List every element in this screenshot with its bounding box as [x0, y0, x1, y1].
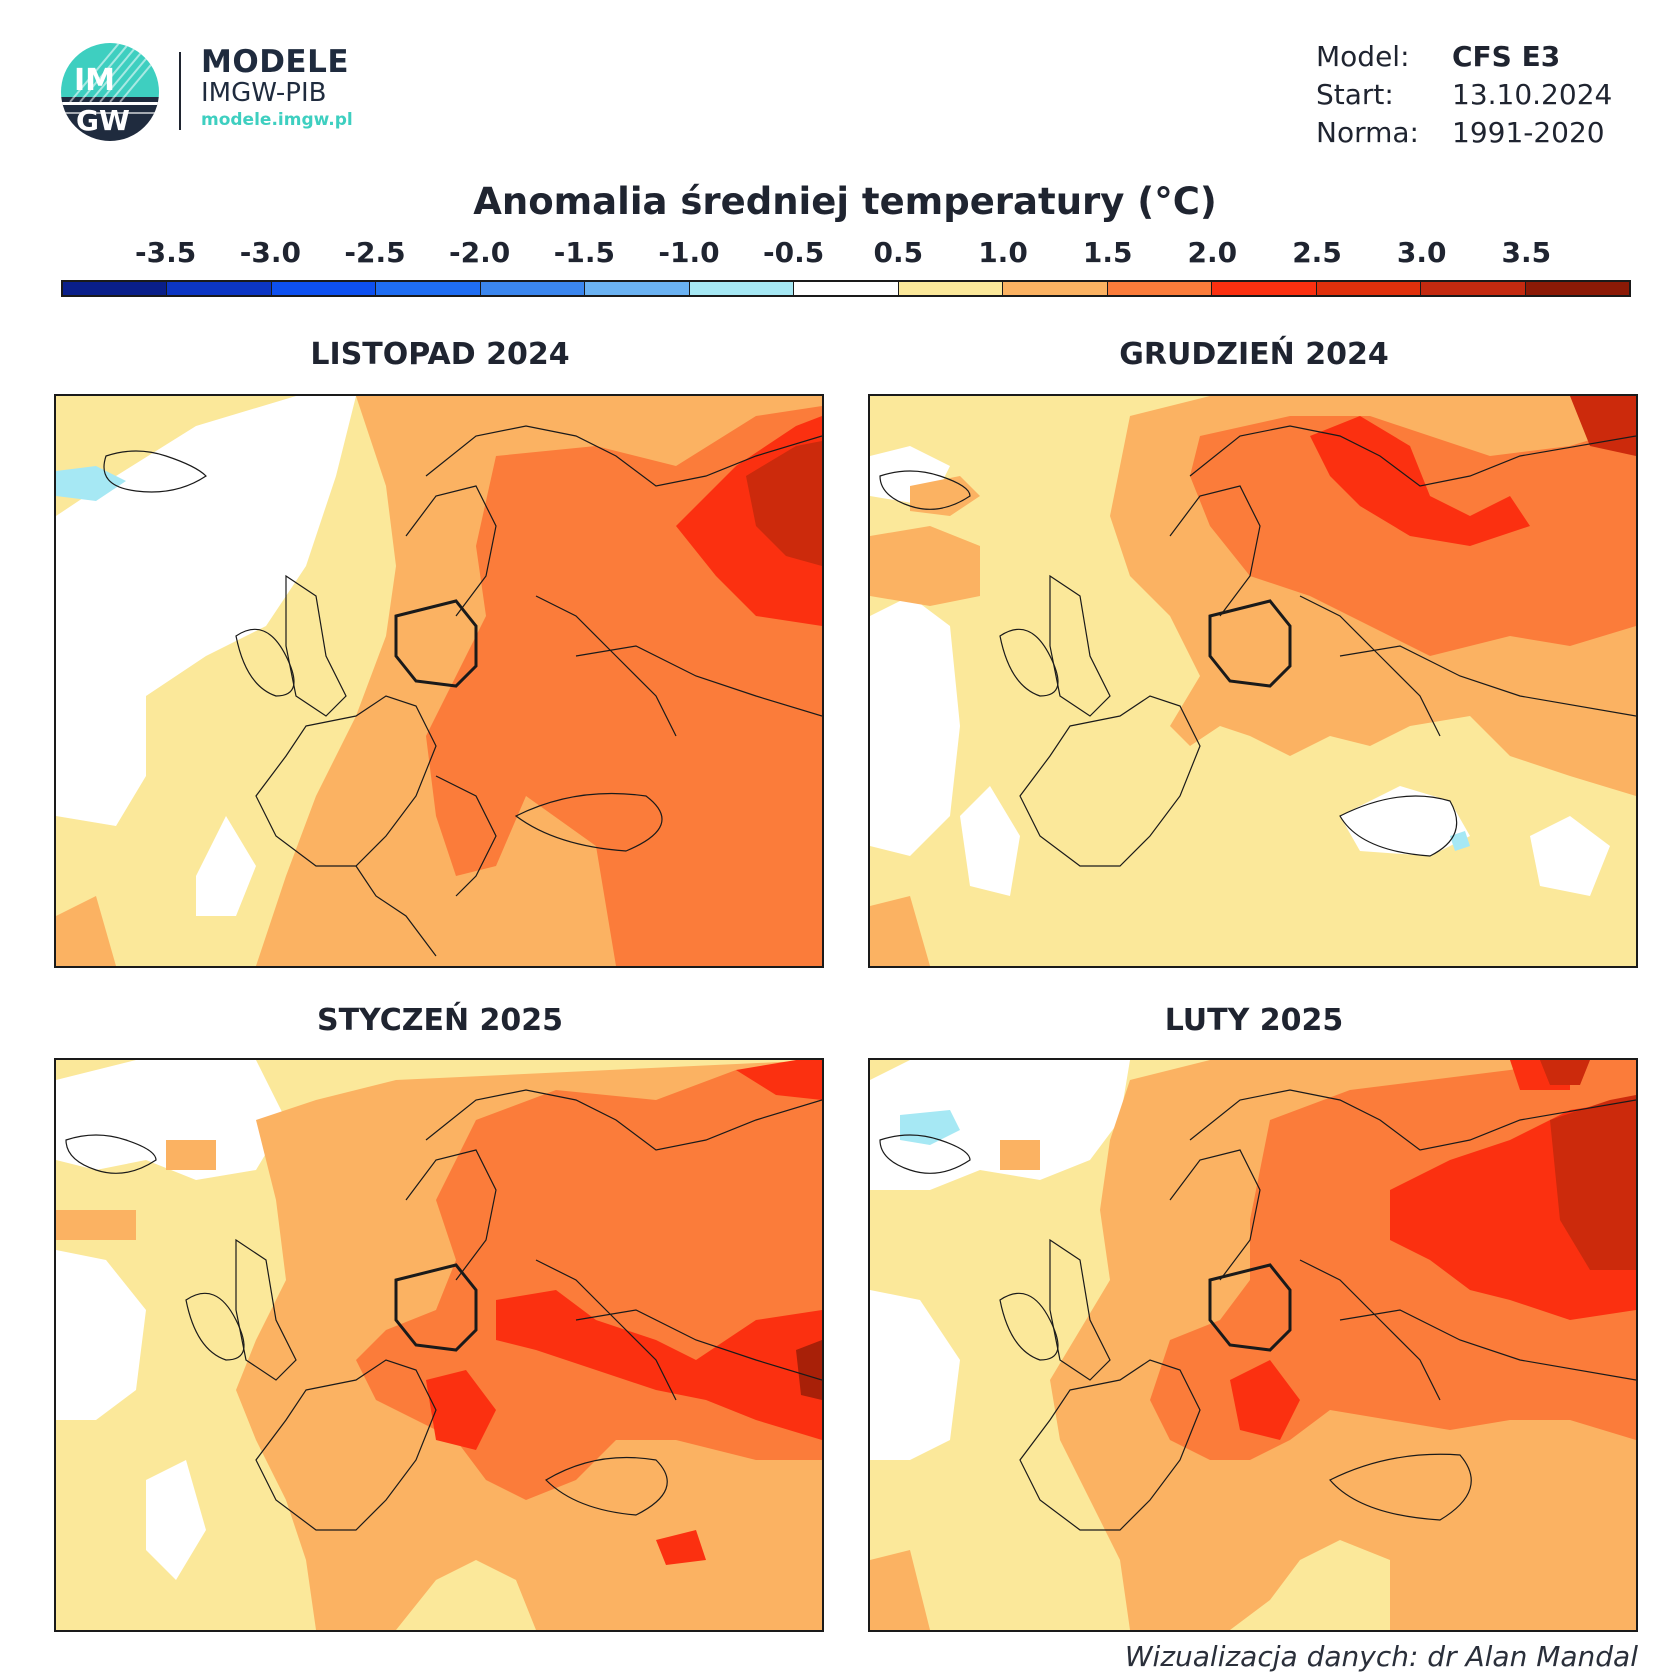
chart-title: Anomalia średniej temperatury (°C) — [473, 180, 1217, 223]
imgw-logo: IM GW — [61, 43, 159, 141]
colorbar-segment — [1212, 282, 1317, 295]
colorbar-segment — [1316, 282, 1422, 295]
colorbar-segment — [63, 282, 168, 295]
colorbar-segment — [1003, 282, 1108, 295]
map-title-luty: LUTY 2025 — [1164, 1003, 1344, 1038]
colorbar-tick-label: -3.5 — [135, 236, 197, 269]
colorbar-segment — [1421, 282, 1526, 295]
brand-url-link[interactable]: modele.imgw.pl — [201, 110, 353, 130]
colorbar-tick-label: -2.5 — [344, 236, 406, 269]
colorbar-segment — [585, 282, 690, 295]
colorbar-tick-label: -3.0 — [239, 236, 301, 269]
colorbar-segment — [167, 282, 272, 295]
map-panel-luty — [868, 1058, 1638, 1632]
colorbar-tick-label: 2.5 — [1292, 236, 1342, 269]
colorbar — [61, 280, 1631, 297]
meta-start-key: Start: — [1316, 78, 1394, 111]
colorbar-segment — [271, 282, 377, 295]
colorbar-tick-label: 2.0 — [1187, 236, 1238, 269]
colorbar-segment — [689, 282, 795, 295]
map-title-grudzien: GRUDZIEŃ 2024 — [1119, 337, 1389, 372]
colorbar-tick-label: 1.0 — [978, 236, 1028, 269]
anomaly-map-listopad — [56, 396, 822, 966]
colorbar-segment — [376, 282, 481, 295]
map-panel-grudzien — [868, 394, 1638, 968]
colorbar-tick-label: 3.5 — [1501, 236, 1552, 269]
colorbar-tick-label: -1.5 — [553, 236, 615, 269]
colorbar-ticks: -3.5 -3.0 -2.5 -2.0 -1.5 -1.0 -0.5 0.5 1.0 1.5 2.0… — [0, 236, 1680, 276]
meta-model-key: Model: — [1316, 40, 1410, 73]
colorbar-segment — [480, 282, 586, 295]
map-panel-listopad — [54, 394, 824, 968]
colorbar-tick-label: 3.0 — [1396, 236, 1447, 269]
logo-text-top: IM — [74, 63, 115, 98]
brand-title: MODELE — [201, 44, 350, 80]
logo-text-bottom: GW — [76, 104, 130, 137]
colorbar-segment — [794, 282, 899, 295]
meta-norm-key: Norma: — [1316, 116, 1419, 149]
colorbar-segment — [1107, 282, 1213, 295]
colorbar-tick-label: -0.5 — [763, 236, 825, 269]
map-title-styczen: STYCZEŃ 2025 — [316, 1003, 564, 1038]
anomaly-map-luty — [870, 1060, 1636, 1630]
colorbar-tick-label: -1.0 — [658, 236, 720, 269]
anomaly-map-styczen — [56, 1060, 822, 1630]
meta-model-value: CFS E3 — [1452, 40, 1561, 73]
meta-norm-value: 1991-2020 — [1452, 116, 1605, 149]
data-visualization-credit: Wizualizacja danych: dr Alan Mandal — [1124, 1640, 1638, 1673]
colorbar-tick-label: -2.0 — [449, 236, 511, 269]
logo-separator — [179, 52, 181, 130]
colorbar-tick-label: 1.5 — [1082, 236, 1133, 269]
anomaly-map-grudzien — [870, 396, 1636, 966]
brand-subtitle: IMGW-PIB — [201, 78, 327, 108]
colorbar-segment — [1525, 282, 1630, 295]
colorbar-segment — [898, 282, 1004, 295]
meta-start-value: 13.10.2024 — [1452, 78, 1613, 111]
map-panel-styczen — [54, 1058, 824, 1632]
colorbar-tick-label: 0.5 — [873, 236, 924, 269]
map-title-listopad: LISTOPAD 2024 — [310, 337, 570, 372]
